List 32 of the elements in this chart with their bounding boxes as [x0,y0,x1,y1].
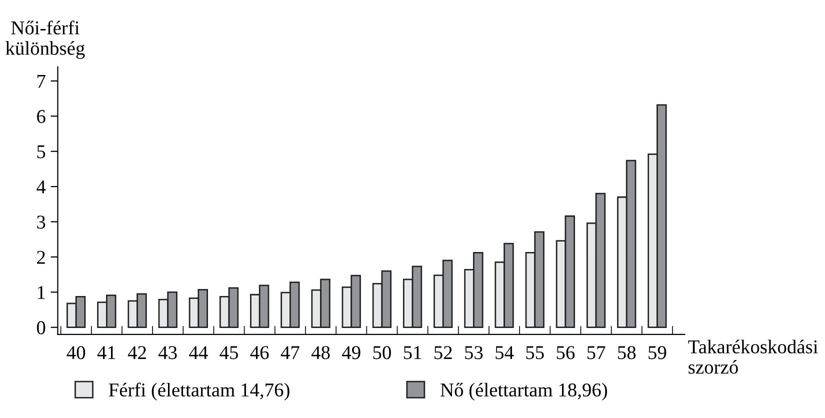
y-tick-label: 1 [38,286,45,299]
x-tick-label: 44 [189,346,208,360]
y-tick-label: 2 [37,250,45,264]
x-tick-label: 48 [311,346,330,360]
x-tick-label: 49 [342,346,360,360]
x-tick-label: 51 [404,346,422,360]
y-tick-label: 0 [36,321,46,334]
x-tick-label: 45 [220,346,238,360]
x-tick-label: 54 [496,346,514,360]
x-tick-label: 58 [618,346,636,360]
x-axis-title: Takarékoskodási szorzó [688,340,818,374]
x-tick-label: 40 [66,346,86,360]
y-tick-label: 7 [38,74,46,88]
x-tick-label: 46 [250,346,269,360]
x-tick-label: 43 [158,346,177,360]
x-tick-label: 59 [648,346,666,360]
x-tick-label: 42 [128,346,146,360]
y-tick-label: 4 [36,180,46,194]
x-tick-label: 50 [373,346,391,360]
y-tick-label: 3 [37,216,46,229]
x-tick-label: 52 [434,346,452,360]
y-axis-title: Női-férfi különbség [6,20,85,59]
x-tick-label: 55 [526,346,544,360]
x-tick-label: 56 [556,346,575,360]
x-tick-label: 57 [587,346,606,360]
x-tick-label: 53 [465,346,483,360]
y-tick-label: 6 [37,110,46,124]
x-tick-label: 47 [280,346,300,360]
legend-label: Nő (élettartam 18,96) [440,382,608,400]
y-tick-label: 5 [37,145,46,158]
legend-label: Férfi (élettartam 14,76) [108,382,290,400]
x-tick-label: 41 [97,346,116,360]
